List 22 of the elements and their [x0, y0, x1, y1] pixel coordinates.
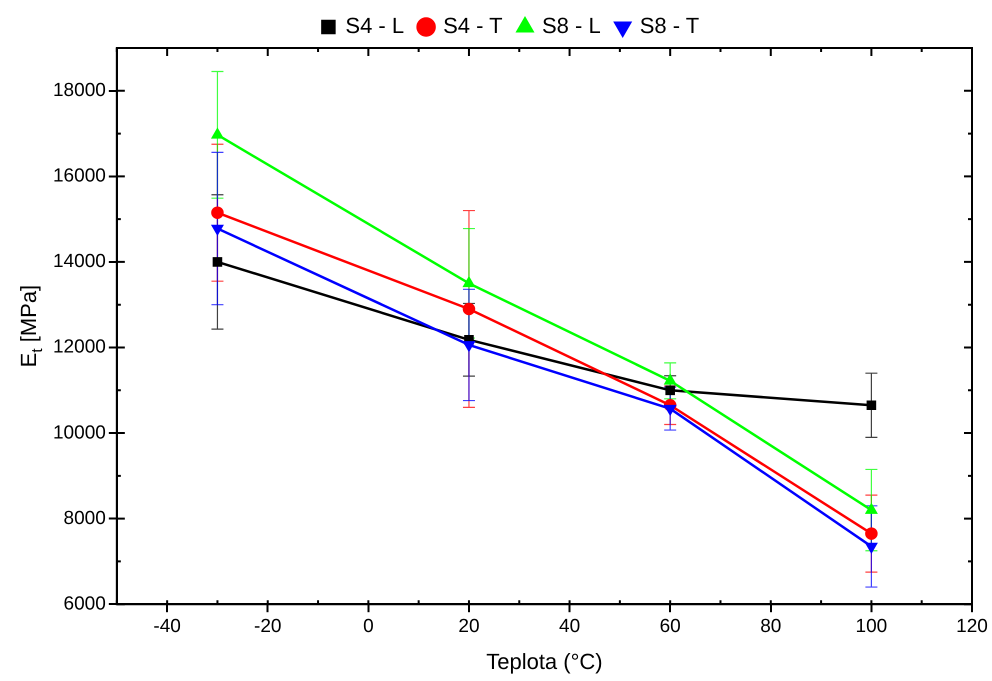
x-axis-title: Teplota (°C)	[486, 649, 603, 674]
y-tick-label: 8000	[64, 508, 106, 529]
legend-label: S8 - L	[542, 13, 601, 38]
x-tick-label: 60	[660, 616, 681, 637]
y-tick-label: 12000	[52, 336, 106, 358]
x-tick-label: 40	[559, 616, 580, 637]
x-tick-label: 0	[363, 616, 374, 637]
x-tick-label: -40	[153, 616, 181, 637]
y-tick-label: 14000	[52, 251, 106, 272]
y-tick-label: 18000	[52, 80, 106, 102]
y-axis-title: Et [MPa]	[16, 284, 46, 368]
legend-label: S4 - L	[345, 13, 404, 38]
x-tick-label: 20	[458, 616, 480, 637]
y-tick-label: 6000	[64, 593, 106, 614]
x-tick-label: 80	[760, 616, 782, 637]
legend-label: S4 - T	[443, 13, 503, 38]
x-tick-label: 100	[856, 616, 888, 637]
legend-label: S8 - T	[640, 13, 700, 38]
x-tick-label: 120	[956, 616, 988, 637]
y-tick-label: 10000	[52, 422, 106, 444]
x-tick-label: -20	[254, 616, 282, 637]
y-tick-label: 16000	[52, 166, 106, 187]
